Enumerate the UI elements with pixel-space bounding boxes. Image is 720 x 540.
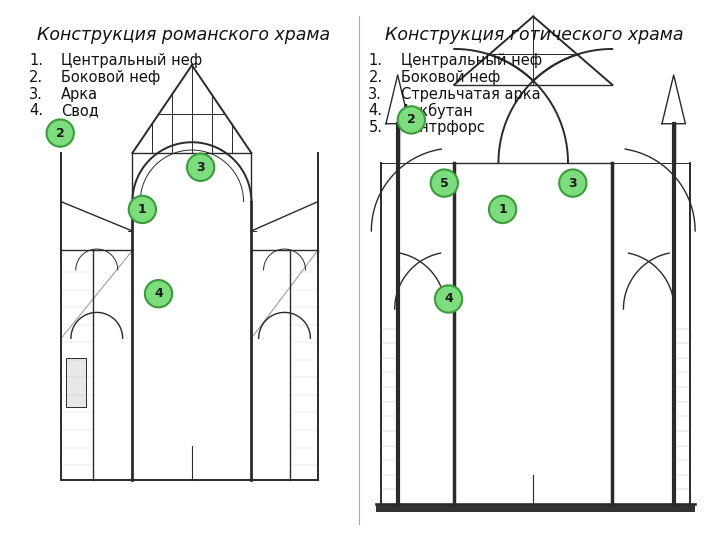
Text: 5.: 5. — [369, 120, 382, 135]
Text: 3.: 3. — [29, 86, 43, 102]
Text: 4: 4 — [444, 293, 453, 306]
Text: 5: 5 — [440, 177, 449, 190]
Text: 4.: 4. — [369, 103, 382, 118]
Text: Свод: Свод — [61, 103, 99, 118]
Text: 1.: 1. — [369, 53, 382, 69]
Text: Стрельчатая арка: Стрельчатая арка — [400, 86, 540, 102]
Circle shape — [47, 119, 74, 147]
Text: Контрфорс: Контрфорс — [400, 120, 485, 135]
Text: Аркбутан: Аркбутан — [400, 103, 473, 119]
Circle shape — [397, 106, 425, 133]
Text: Центральный неф: Центральный неф — [400, 53, 541, 69]
Text: Боковой неф: Боковой неф — [400, 70, 500, 85]
Circle shape — [145, 280, 172, 307]
Bar — [377, 504, 695, 512]
Text: 2: 2 — [407, 113, 415, 126]
Text: Арка: Арка — [61, 86, 99, 102]
Text: 4: 4 — [154, 287, 163, 300]
Text: 1: 1 — [138, 203, 147, 216]
Circle shape — [187, 154, 215, 181]
Text: Центральный неф: Центральный неф — [61, 53, 202, 69]
Text: Конструкция готического храма: Конструкция готического храма — [385, 26, 683, 44]
Text: 2.: 2. — [29, 70, 43, 85]
Circle shape — [129, 196, 156, 223]
Text: 4.: 4. — [29, 103, 43, 118]
Text: 2: 2 — [56, 126, 65, 139]
Text: Боковой неф: Боковой неф — [61, 70, 161, 85]
Circle shape — [559, 170, 587, 197]
Bar — [66, 358, 86, 407]
Circle shape — [489, 196, 516, 223]
Text: Конструкция романского храма: Конструкция романского храма — [37, 26, 330, 44]
Text: 2.: 2. — [369, 70, 382, 85]
Circle shape — [431, 170, 458, 197]
Text: 3.: 3. — [369, 86, 382, 102]
Circle shape — [435, 285, 462, 313]
Text: 3: 3 — [197, 161, 205, 174]
Text: 3: 3 — [569, 177, 577, 190]
Text: 1.: 1. — [29, 53, 43, 69]
Text: 1: 1 — [498, 203, 507, 216]
